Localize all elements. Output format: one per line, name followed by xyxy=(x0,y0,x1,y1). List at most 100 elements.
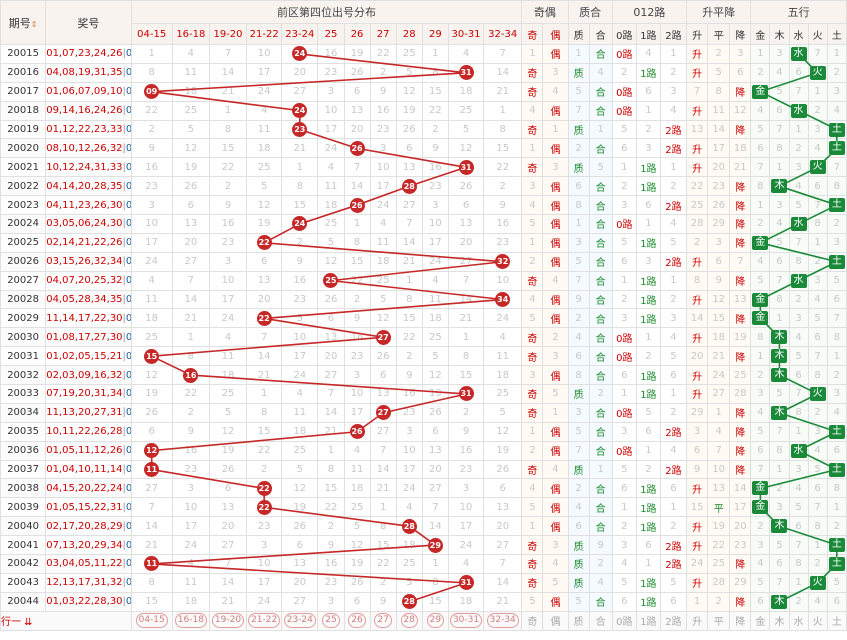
wx-cell: 土 xyxy=(826,535,847,556)
zone-cell: 10 xyxy=(395,440,423,461)
wx-col-1: 木 xyxy=(769,23,790,45)
wx-cell: 土 xyxy=(826,138,847,159)
filter-cell[interactable]: 1路 xyxy=(635,610,661,631)
zone-filter-chip[interactable]: 21-22 xyxy=(248,613,281,629)
zone-cell: 16 xyxy=(130,157,173,178)
zone-cell: 12 xyxy=(343,535,371,556)
r012-cell: 5 xyxy=(611,459,637,480)
zone-filter-chip[interactable]: 26 xyxy=(348,613,366,629)
r012-cell: 1路 xyxy=(635,572,661,593)
zone-filter-chip[interactable]: 25 xyxy=(322,613,340,629)
draw-ball: 28 xyxy=(401,178,417,194)
filter-cell[interactable]: 质 xyxy=(567,610,590,631)
wx-cell: 5 xyxy=(807,308,828,329)
zone-cell: 3 xyxy=(343,365,371,386)
zone-cell: 1 xyxy=(343,214,371,234)
pc-col-1: 合 xyxy=(588,23,613,45)
trend-mark: 降 xyxy=(735,220,746,232)
filter-cell[interactable]: 2路 xyxy=(659,610,688,631)
zone-cell: 31 xyxy=(447,157,485,178)
zone-filter-cell[interactable]: 28 xyxy=(395,610,423,631)
pc-mark: 合 xyxy=(595,201,606,213)
trend-cell: 7 xyxy=(729,251,752,272)
filter-cell[interactable]: 水 xyxy=(788,610,809,631)
r012-cell: 1 xyxy=(659,270,688,291)
footer-toggle[interactable]: 行一 ⇊ xyxy=(0,610,132,631)
filter-cell[interactable]: 降 xyxy=(729,610,752,631)
r012-cell: 1路 xyxy=(635,176,661,197)
zone-col-5: 25 xyxy=(317,23,345,45)
zone-filter-chip[interactable]: 19-20 xyxy=(211,613,245,629)
pc-mark: 质 xyxy=(573,541,584,553)
zone-filter-chip[interactable]: 30-31 xyxy=(449,613,483,629)
wx-cell: 水 xyxy=(788,440,809,461)
zone-cell: 21 xyxy=(447,308,485,329)
zone-filter-cell[interactable]: 26 xyxy=(343,610,371,631)
zone-cell: 25 xyxy=(343,497,371,518)
zone-filter-cell[interactable]: 25 xyxy=(317,610,345,631)
filter-cell[interactable]: 升 xyxy=(686,610,709,631)
filter-cell[interactable]: 奇 xyxy=(521,610,544,631)
zone-filter-chip[interactable]: 27 xyxy=(374,613,392,629)
r012-mark: 1路 xyxy=(640,484,657,496)
back-numbers: 02,04 xyxy=(126,407,130,418)
zone-filter-chip[interactable]: 04-15 xyxy=(135,613,168,629)
filter-cell[interactable]: 火 xyxy=(807,610,828,631)
zone-cell: 23 xyxy=(317,572,345,593)
zone-filter-chip[interactable]: 28 xyxy=(400,613,418,629)
r012-cell: 6 xyxy=(611,138,637,159)
period-cell: 20017 xyxy=(0,81,47,102)
pc-cell: 7 xyxy=(567,440,590,461)
zone-filter-cell[interactable]: 30-31 xyxy=(447,610,485,631)
wx-cell: 4 xyxy=(750,554,771,574)
double-chevron-down-icon[interactable]: ⇊ xyxy=(21,617,33,629)
trend-cell: 升 xyxy=(686,157,709,178)
zone-filter-cell[interactable]: 21-22 xyxy=(246,610,283,631)
zone-filter-cell[interactable]: 29 xyxy=(421,610,449,631)
filter-cell[interactable]: 木 xyxy=(769,610,790,631)
zone-filter-cell[interactable]: 16-18 xyxy=(171,610,210,631)
wx-cell: 6 xyxy=(807,478,828,499)
zone-filter-cell[interactable]: 23-24 xyxy=(281,610,319,631)
wx-cell: 木 xyxy=(769,346,790,367)
period-cell: 20035 xyxy=(0,421,47,442)
zone-filter-chip[interactable]: 32-34 xyxy=(486,613,519,629)
filter-cell[interactable]: 金 xyxy=(750,610,771,631)
filter-cell[interactable]: 土 xyxy=(826,610,847,631)
front-numbers: 07,19,20,31,34 xyxy=(46,388,123,400)
zone-filter-chip[interactable]: 29 xyxy=(426,613,445,629)
wx-cell: 8 xyxy=(750,327,771,348)
filter-cell[interactable]: 偶 xyxy=(542,610,569,631)
trend-title: 升平降 xyxy=(686,0,752,24)
zone-filter-cell[interactable]: 32-34 xyxy=(483,610,523,631)
zone-filter-cell[interactable]: 27 xyxy=(369,610,397,631)
pc-cell: 合 xyxy=(588,327,613,348)
zone-filter-cell[interactable]: 04-15 xyxy=(130,610,173,631)
trend-cell: 降 xyxy=(729,195,752,216)
trend-mark: 降 xyxy=(735,598,746,610)
oe-cell: 3 xyxy=(521,176,544,197)
wx-cell: 2 xyxy=(826,516,847,537)
trend-cell: 1 xyxy=(686,591,709,612)
wx-mark: 土 xyxy=(828,141,845,156)
draw-ball: 29 xyxy=(427,537,443,553)
filter-cell[interactable]: 合 xyxy=(588,610,613,631)
pc-cell: 2 xyxy=(588,384,613,404)
zone-cell: 21 xyxy=(208,591,248,612)
zone-cell: 11 xyxy=(171,62,210,83)
filter-cell[interactable]: 0路 xyxy=(611,610,637,631)
zone-filter-chip[interactable]: 23-24 xyxy=(283,613,316,629)
wx-mark: 木 xyxy=(771,179,788,194)
sort-arrows-icon[interactable]: ⇕ xyxy=(30,19,38,29)
r012-cell: 3 xyxy=(635,251,661,272)
r012-cell: 2 xyxy=(611,176,637,197)
filter-cell[interactable]: 平 xyxy=(707,610,731,631)
oe-mark: 奇 xyxy=(527,277,538,289)
trend-cell: 1 xyxy=(707,402,731,423)
zone-filter-chip[interactable]: 16-18 xyxy=(174,613,207,629)
period-header[interactable]: 期号⇕ xyxy=(0,0,47,45)
pc-cell: 合 xyxy=(588,81,613,102)
zone-cell: 12 xyxy=(447,138,485,159)
zone-filter-cell[interactable]: 19-20 xyxy=(208,610,248,631)
r012-mark: 0路 xyxy=(616,333,633,345)
